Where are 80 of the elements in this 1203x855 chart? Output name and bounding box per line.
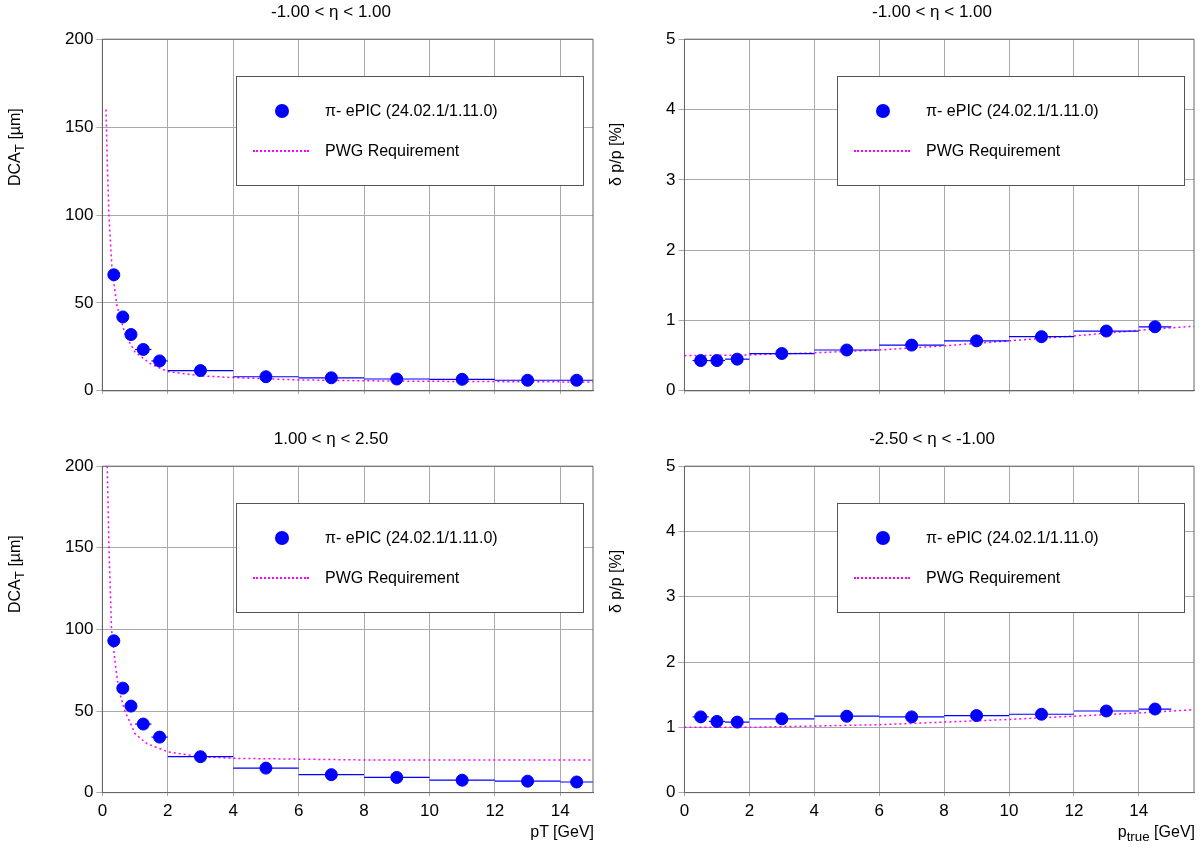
- point: [970, 709, 984, 723]
- x-tick-label: 0: [679, 801, 690, 821]
- y-tick-label: 0: [665, 380, 676, 400]
- point: [107, 634, 121, 648]
- x-tick-label: 10: [419, 801, 439, 821]
- y-tick-label: 100: [64, 204, 94, 224]
- y-tick-label: 200: [64, 28, 94, 48]
- point: [840, 709, 854, 723]
- point: [1034, 330, 1048, 344]
- point: [136, 342, 150, 356]
- point: [1148, 320, 1162, 334]
- y-tick-label: 5: [665, 455, 676, 475]
- x-tick-label: 2: [163, 801, 173, 821]
- y-tick-label: 50: [74, 292, 94, 312]
- legend-label: PWG Requirement: [325, 569, 460, 587]
- x-tick-label: 6: [293, 801, 304, 821]
- y-tick-label: 150: [64, 537, 94, 557]
- x-tick-label: 14: [550, 801, 570, 821]
- point: [455, 372, 469, 386]
- x-tick-label: 8: [359, 801, 369, 821]
- x-tick-label: 8: [939, 801, 949, 821]
- x-tick-label: 12: [1064, 801, 1084, 821]
- point: [775, 712, 789, 726]
- point: [193, 364, 207, 378]
- point: [521, 373, 535, 387]
- point: [124, 328, 138, 342]
- x-tick-label: 4: [809, 801, 820, 821]
- y-tick-label: 0: [83, 380, 94, 400]
- y-tick-label: 3: [665, 169, 676, 189]
- point: [124, 699, 138, 713]
- y-tick-label: 0: [665, 782, 676, 802]
- x-axis-title: p$_{true}$ [GeV]: [1117, 823, 1195, 845]
- point: [775, 347, 789, 361]
- x-tick-label: 10: [999, 801, 1019, 821]
- y-axis-title: δ p/p [%]: [607, 122, 625, 186]
- legend-label: π- ePIC (24.02.1/1.11.0): [926, 529, 1099, 547]
- x-tick-label: 2: [744, 801, 755, 821]
- y-tick-label: 2: [665, 651, 676, 671]
- legend-label: π- ePIC (24.02.1/1.11.0): [325, 102, 498, 120]
- y-axis-title: δ p/p [%]: [607, 549, 625, 613]
- legend-label: PWG Requirement: [926, 569, 1061, 587]
- x-tick-label: 6: [874, 801, 884, 821]
- y-tick-label: 100: [64, 619, 94, 639]
- y-tick-label: 0: [83, 782, 94, 802]
- y-tick-label: 1: [665, 310, 676, 330]
- x-tick-label: 12: [485, 801, 505, 821]
- point: [324, 371, 338, 385]
- y-tick-label: 4: [665, 521, 676, 541]
- y-tick-label: 150: [64, 116, 94, 136]
- x-tick-label: 4: [228, 801, 238, 821]
- point: [570, 373, 584, 387]
- y-tick-label: 2: [665, 239, 676, 259]
- x-axis-title: pT [GeV]: [530, 823, 594, 841]
- point: [259, 370, 273, 384]
- y-tick-label: 50: [74, 700, 94, 720]
- chart-title: -1.00 < η < 1.00: [269, 2, 392, 22]
- y-tick-label: 1: [665, 717, 676, 737]
- legend-label: π- ePIC (24.02.1/1.11.0): [325, 529, 498, 547]
- point: [521, 774, 535, 788]
- point: [107, 268, 121, 282]
- chart-title: 1.00 < η < 2.50: [272, 429, 390, 449]
- point: [390, 770, 404, 784]
- chart-title: -2.50 < η < -1.00: [868, 429, 996, 449]
- legend-label: π- ePIC (24.02.1/1.11.0): [926, 102, 1099, 120]
- y-tick-label: 4: [665, 99, 676, 119]
- y-tick-label: 200: [64, 455, 94, 475]
- legend-label: PWG Requirement: [325, 142, 460, 160]
- y-tick-label: 3: [665, 586, 676, 606]
- point: [116, 681, 130, 695]
- legend-label: PWG Requirement: [926, 142, 1061, 160]
- point: [324, 768, 338, 782]
- chart-title: -1.00 < η < 1.00: [870, 2, 993, 22]
- point: [455, 773, 469, 787]
- point: [193, 750, 207, 764]
- point: [730, 352, 744, 366]
- point: [1034, 707, 1048, 721]
- y-tick-label: 5: [665, 28, 676, 48]
- x-tick-label: 14: [1129, 801, 1149, 821]
- x-tick-label: 0: [97, 801, 108, 821]
- point: [116, 310, 130, 324]
